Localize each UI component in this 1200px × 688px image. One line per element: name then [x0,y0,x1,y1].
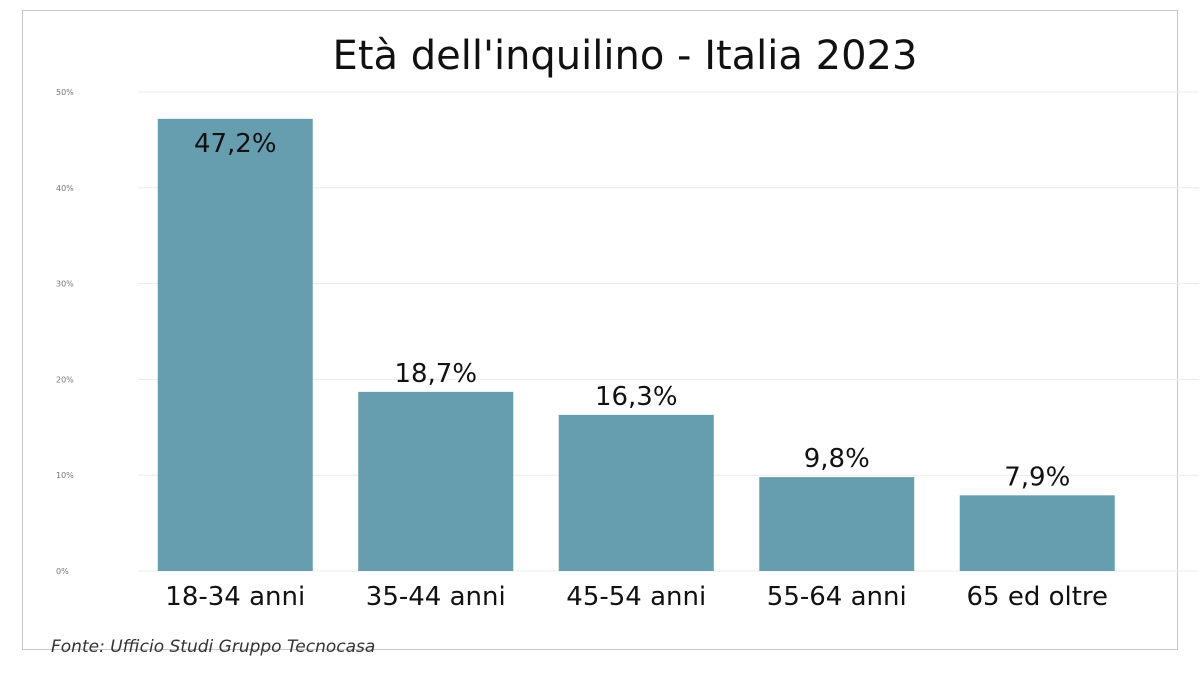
y-tick-label: 30% [56,280,74,289]
x-tick-label: 55-64 anni [767,582,907,612]
y-tick-label: 0% [56,567,69,576]
data-label: 7,9% [1004,462,1070,492]
y-tick-label: 10% [56,471,74,480]
bar [959,495,1115,571]
bar-chart: Età dell'inquilino - Italia 2023 0% 10% 20… [51,33,1199,657]
y-axis-ticks: 0% 10% 20% 30% 40% 50% [56,88,74,576]
bar [358,391,514,571]
y-tick-label: 20% [56,375,74,384]
y-tick-label: 40% [56,184,74,193]
data-label: 9,8% [804,444,870,474]
bar [157,118,313,571]
x-tick-label: 45-54 anni [566,582,706,612]
x-tick-label: 18-34 anni [165,582,305,612]
data-label: 47,2% [194,129,277,159]
x-tick-label: 35-44 anni [366,582,506,612]
source-note: Fonte: Ufficio Studi Gruppo Tecnocasa [51,637,375,657]
data-label: 18,7% [394,359,477,389]
y-tick-label: 50% [56,88,74,97]
bars [157,118,1115,571]
chart-title: Età dell'inquilino - Italia 2023 [333,33,918,79]
chart-frame: Età dell'inquilino - Italia 2023 0% 10% 20… [22,10,1199,657]
bar [759,477,915,571]
bar [558,414,714,571]
data-labels: 47,2% 18,7% 16,3% 9,8% 7,9% [194,129,1070,492]
data-label: 16,3% [595,382,678,412]
x-tick-label: 65 ed oltre [966,582,1108,612]
x-axis-ticks: 18-34 anni 35-44 anni 45-54 anni 55-64 anni… [165,582,1108,612]
